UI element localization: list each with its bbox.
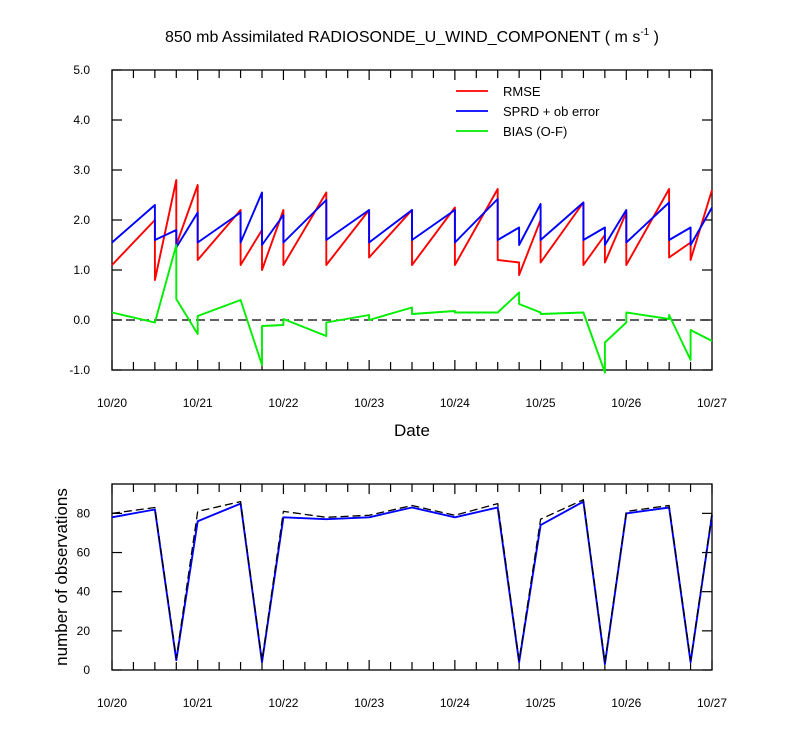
top-x-tick-label: 10/24 (440, 396, 470, 410)
top-x-tick-label: 10/26 (611, 396, 641, 410)
legend-label-bias: BIAS (O-F) (503, 124, 567, 139)
bottom-panel: 10/20 10/21 10/22 10/23 10/24 10/25 10/26 10/27… (77, 483, 727, 710)
chart-title: 850 mb Assimilated RADIOSONDE_U_WIND_COM… (165, 27, 659, 46)
bottom-y-tick-label: 60 (77, 546, 91, 560)
bottom-series-obs-total (111, 499, 713, 663)
bottom-x-tick-label: 10/22 (268, 696, 298, 710)
top-x-tick-label: 10/27 (697, 396, 727, 410)
bottom-y-tick-label: 0 (83, 663, 90, 677)
top-x-tick-label: 10/20 (97, 396, 127, 410)
bottom-y-tick-label: 20 (77, 624, 91, 638)
top-y-tick-label: -1.0 (69, 363, 90, 377)
top-y-tick-label: 4.0 (73, 113, 90, 127)
top-x-tick-label: 10/22 (268, 396, 298, 410)
bottom-x-tick-label: 10/23 (354, 696, 384, 710)
y-axis-label-bottom: number of observations (52, 488, 71, 666)
bottom-x-tick-label: 10/24 (440, 696, 470, 710)
top-x-tick-label: 10/25 (526, 396, 556, 410)
bottom-x-tick-label: 10/20 (97, 696, 127, 710)
legend: RMSE SPRD + ob error BIAS (O-F) (456, 84, 600, 139)
bottom-x-tick-label: 10/27 (697, 696, 727, 710)
bottom-x-tick-label: 10/21 (183, 696, 213, 710)
top-series-bias-o-f (111, 244, 713, 374)
top-y-tick-label: 5.0 (73, 63, 90, 77)
x-axis-label: Date (394, 421, 430, 440)
top-panel: 10/20 10/21 10/22 10/23 10/24 10/25 10/26 10/27… (69, 63, 727, 410)
bottom-y-tick-label: 80 (77, 506, 91, 520)
top-y-tick-label: 1.0 (73, 263, 90, 277)
chart-title-suffix: ) (649, 29, 659, 46)
chart-title-superscript: -1 (640, 27, 649, 38)
bottom-series-obs-used (111, 500, 713, 666)
bottom-y-tick-label: 40 (77, 585, 91, 599)
top-y-tick-label: 2.0 (73, 213, 90, 227)
bottom-x-tick-label: 10/26 (611, 696, 641, 710)
bottom-x-tick-label: 10/25 (526, 696, 556, 710)
top-series-sprd-ob-error (111, 191, 713, 249)
legend-label-sprd: SPRD + ob error (503, 104, 600, 119)
top-x-tick-label: 10/23 (354, 396, 384, 410)
chart-title-main: 850 mb Assimilated RADIOSONDE_U_WIND_COM… (165, 29, 640, 46)
top-series-rmse (111, 179, 713, 281)
legend-label-rmse: RMSE (503, 84, 541, 99)
top-y-tick-label: 0.0 (73, 313, 90, 327)
bottom-plot-frame (111, 483, 713, 671)
top-x-tick-label: 10/21 (183, 396, 213, 410)
top-y-tick-label: 3.0 (73, 163, 90, 177)
